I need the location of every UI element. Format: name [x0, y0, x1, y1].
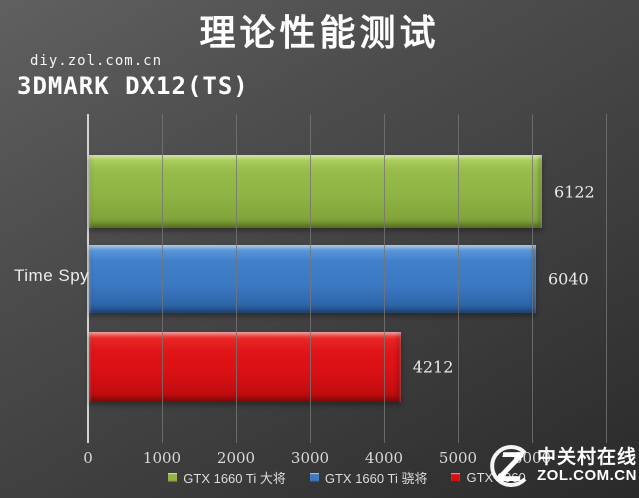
y-axis-line: [87, 114, 89, 443]
page-title: 理论性能测试: [199, 12, 440, 53]
bar-value-label: 6040: [547, 269, 589, 289]
zol-name-cn: 中关村在线: [536, 447, 637, 469]
gridline: [310, 114, 311, 443]
bar-gtx-1660ti-xiaojiang: [89, 245, 536, 313]
gridline: [532, 114, 533, 443]
gridline: [458, 114, 459, 443]
x-axis-labels: 0 1000 2000 3000 4000 5000 6000: [83, 449, 606, 467]
bar-row: 6040: [89, 245, 607, 313]
category-label: Time Spy: [14, 266, 90, 285]
zol-name-en: ZOL.COM.CN: [536, 467, 637, 485]
legend-label: GTX 1660 Ti 骁将: [324, 471, 428, 486]
plot-area: 6122 6040 4212: [87, 114, 607, 443]
bar-value-label: 6122: [554, 182, 595, 201]
legend-item: GTX 1660 Ti 大将: [168, 468, 286, 487]
gridline: [384, 114, 385, 443]
chart-title: 3DMARK DX12(TS): [17, 72, 249, 100]
x-tick-label: 6000: [512, 449, 552, 467]
bar-row: 6122: [89, 155, 607, 228]
legend-swatch-blue-icon: [309, 473, 319, 482]
x-tick-label: 1000: [142, 449, 182, 467]
bar-value-label: 4212: [412, 357, 454, 377]
x-tick-label: 2000: [216, 449, 256, 467]
zol-logo: Z 中关村在线 ZOL.COM.CN: [483, 440, 637, 492]
legend-label: GTX 1660 Ti 大将: [183, 471, 286, 486]
watermark-text: diy.zol.com.cn: [30, 53, 163, 69]
bar-gtx-1060: [89, 332, 401, 402]
legend-swatch-red-icon: [451, 473, 461, 482]
x-tick-label: 4000: [364, 449, 404, 467]
chart-legend: GTX 1660 Ti 大将 GTX 1660 Ti 骁将 GTX 1060: [88, 468, 606, 487]
legend-swatch-green-icon: [168, 473, 178, 482]
legend-item: GTX 1660 Ti 骁将: [309, 468, 428, 487]
bar-gtx-1660ti-dajiang: [89, 155, 543, 228]
gridline: [236, 114, 237, 443]
x-tick-label: 3000: [290, 449, 330, 467]
gridline: [606, 114, 607, 443]
x-tick-label: 5000: [438, 449, 478, 467]
zol-z-icon: Z: [490, 443, 527, 490]
svg-text:Z: Z: [496, 443, 524, 490]
gridline: [162, 114, 163, 443]
zol-logo-text: 中关村在线 ZOL.COM.CN: [537, 448, 637, 484]
x-tick-label: 0: [83, 449, 93, 467]
bar-row: 4212: [89, 332, 607, 402]
